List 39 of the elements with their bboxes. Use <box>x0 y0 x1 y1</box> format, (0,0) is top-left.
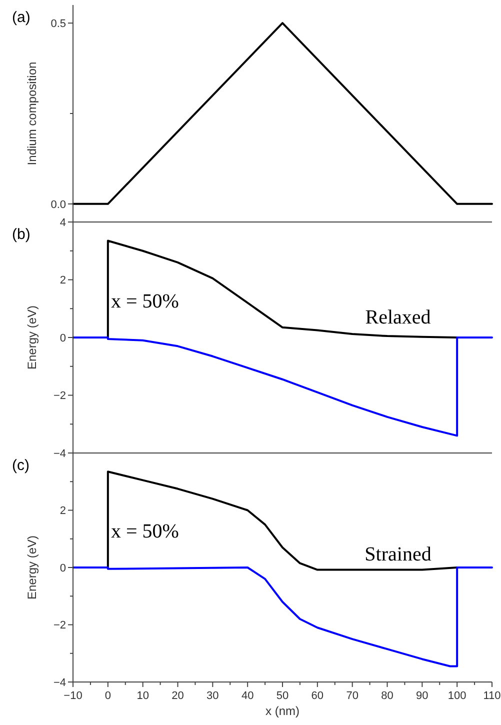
y-tick-label: 0 <box>60 332 66 344</box>
y-tick-label: 0.5 <box>50 18 66 30</box>
y-tick-label: −2 <box>53 620 66 632</box>
y-tick-label: 0.0 <box>50 198 66 211</box>
x-tick-label: 80 <box>381 690 394 702</box>
y-axis-title: Energy (eV) <box>25 305 39 370</box>
y-tick-label: 2 <box>60 274 66 287</box>
x-tick-label: 90 <box>416 690 428 702</box>
y-tick-label: 4 <box>60 216 66 229</box>
line-series <box>72 336 493 437</box>
x-tick-label: 50 <box>276 690 289 702</box>
chart-title: (c) <box>12 457 30 474</box>
chart-title: (a) <box>12 9 30 26</box>
x-tick-label: 40 <box>241 690 254 702</box>
line-series <box>106 240 458 338</box>
x-tick-label: 0 <box>104 690 111 702</box>
y-tick-label: −4 <box>53 676 66 689</box>
annotation: x = 50% <box>111 290 179 312</box>
x-tick-label: −10 <box>64 690 82 702</box>
x-tick-label: 30 <box>206 690 219 702</box>
y-tick-label: −2 <box>53 390 66 402</box>
x-tick-label: 100 <box>448 690 466 702</box>
x-tick-label: 20 <box>172 690 184 702</box>
x-tick-label: 110 <box>483 690 501 702</box>
y-tick-label: 0 <box>60 562 66 574</box>
chart-title: (b) <box>12 226 30 243</box>
annotation: Strained <box>364 544 432 566</box>
annotation: Relaxed <box>365 306 431 329</box>
x-tick-label: 10 <box>136 690 149 702</box>
x-axis-title: x (nm) <box>266 704 300 718</box>
annotation: x = 50% <box>111 520 179 543</box>
y-tick-label: 2 <box>60 505 66 518</box>
y-tick-label: −4 <box>53 448 66 460</box>
x-tick-label: 70 <box>346 690 358 702</box>
line-series <box>106 470 458 571</box>
y-axis-title: Energy (eV) <box>25 535 39 600</box>
x-tick-label: 60 <box>311 690 324 702</box>
y-axis-title: Indium composition <box>25 62 39 166</box>
line-series <box>72 566 493 668</box>
